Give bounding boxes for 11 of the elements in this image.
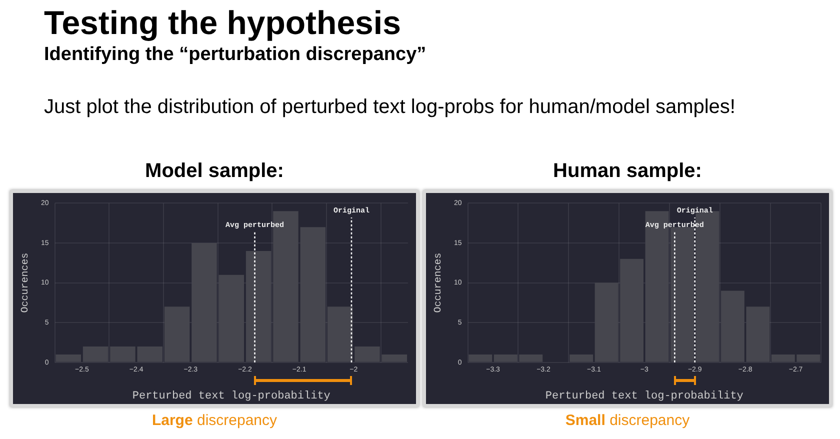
text: Just plot the distribution of perturbed text log-probs for human/model samples! bbox=[44, 96, 736, 119]
x-axis-title: Perturbed text log-probability bbox=[132, 390, 331, 402]
chart-title: Model sample: bbox=[144, 160, 285, 184]
text: Small discrepancy bbox=[565, 412, 690, 429]
x-axis-title: Perturbed text log-probability bbox=[545, 390, 744, 402]
text: Large discrepancy bbox=[152, 412, 278, 429]
chart-title: Human sample: bbox=[552, 160, 703, 184]
text: Testing the hypothesis bbox=[44, 4, 402, 42]
y-axis-title: Occurences bbox=[20, 252, 32, 313]
text: Identifying the “perturbation discrepancy” bbox=[44, 44, 428, 66]
y-axis-title: Occurences bbox=[434, 252, 445, 313]
